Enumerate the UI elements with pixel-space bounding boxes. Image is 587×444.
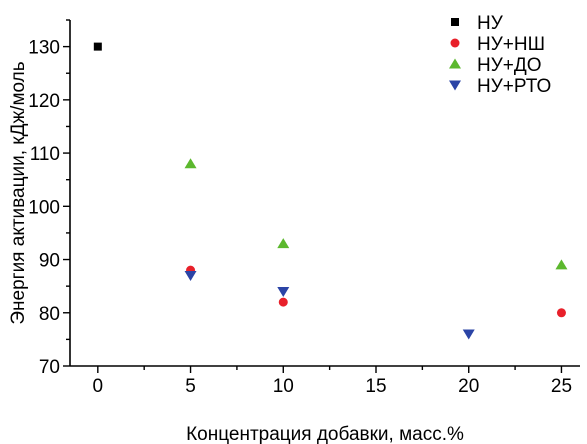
y-tick-label: 110 (30, 144, 60, 165)
legend-label: НУ+НШ (477, 34, 545, 55)
data-point (278, 297, 288, 307)
legend-marker (451, 18, 459, 26)
data-point (277, 238, 290, 249)
legend-marker (450, 38, 460, 48)
data-point (277, 286, 290, 297)
data-points (93, 42, 568, 340)
y-tick-label: 120 (28, 91, 60, 112)
axes (69, 20, 580, 367)
y-tick-label: 90 (39, 251, 60, 272)
x-tick-label: 5 (185, 376, 196, 397)
x-tick-label: 20 (458, 376, 479, 397)
x-axis-label: Концентрация добавки, масс.% (186, 424, 464, 444)
data-point (184, 271, 197, 282)
y-tick-label: 100 (28, 197, 60, 218)
y-tick-label: 80 (39, 304, 60, 325)
x-tick-label: 25 (551, 376, 572, 397)
data-point (556, 308, 566, 318)
data-point (93, 42, 102, 51)
y-tick-label: 130 (28, 38, 60, 59)
data-point (462, 329, 475, 340)
data-point (555, 259, 568, 270)
y-axis-label: Энергия активации, кДж/моль (8, 61, 29, 324)
legend-label: НУ+ДО (477, 55, 542, 76)
legend-label: НУ (477, 13, 504, 34)
ticks: 70 80 90 100 110 120 130 0 5 10 15 20 25 (28, 19, 572, 397)
x-tick-label: 10 (273, 376, 294, 397)
x-tick-label: 15 (365, 376, 386, 397)
x-tick-label: 0 (93, 376, 104, 397)
y-tick-label: 70 (39, 357, 60, 378)
legend-label: НУ+РТО (477, 76, 551, 97)
legend-marker (449, 58, 461, 69)
legend-marker (449, 80, 461, 91)
data-point (184, 158, 197, 169)
